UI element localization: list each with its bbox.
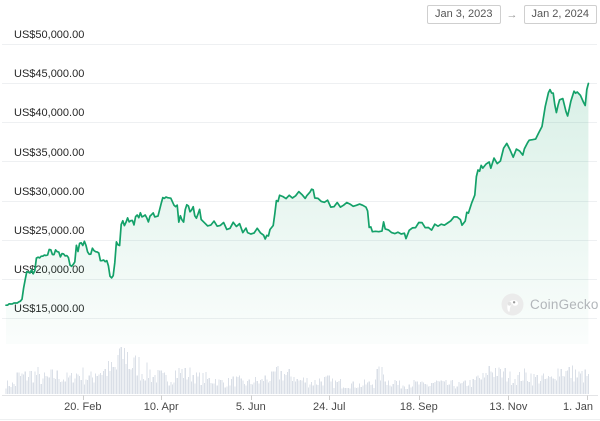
y-axis-label: US$25,000.00 — [14, 224, 85, 237]
y-axis-label: US$35,000.00 — [14, 146, 85, 159]
coingecko-label: CoinGecko — [530, 297, 599, 312]
price-line — [5, 82, 590, 307]
date-start-input[interactable]: Jan 3, 2023 — [427, 5, 501, 24]
x-axis-label: 5. Jun — [235, 401, 266, 413]
date-end-input[interactable]: Jan 2, 2024 — [523, 5, 597, 24]
volume-bars — [5, 347, 589, 394]
x-axis-label: 1. Jan — [563, 401, 593, 413]
x-axis-label: 18. Sep — [399, 401, 438, 413]
y-axis-label: US$45,000.00 — [14, 68, 85, 81]
y-axis-label: US$40,000.00 — [14, 107, 85, 120]
x-axis-label: 20. Feb — [64, 401, 102, 413]
price-area — [6, 83, 589, 344]
gecko-logo-icon — [501, 293, 524, 316]
x-axis-label: 24. Jul — [312, 401, 346, 413]
coingecko-watermark: CoinGecko — [501, 293, 599, 316]
x-axis-label: 13. Nov — [489, 401, 528, 413]
x-axis-ticks — [83, 395, 588, 400]
y-axis-label: US$30,000.00 — [14, 185, 85, 198]
date-range-picker: Jan 3, 2023 → Jan 2, 2024 — [427, 5, 597, 24]
y-axis-label: US$50,000.00 — [14, 28, 85, 41]
x-axis-label: 10. Apr — [143, 401, 179, 413]
bottom-border — [0, 419, 600, 420]
range-arrow-icon: → — [506, 8, 518, 21]
